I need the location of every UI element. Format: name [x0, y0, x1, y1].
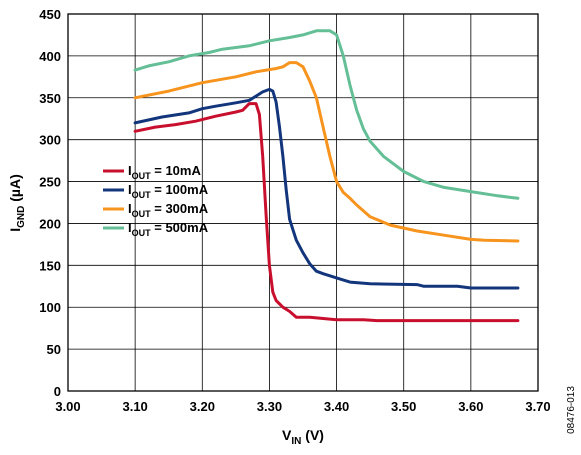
y-tick-labels: 0 50 100 150 200 250 300 350 400 450 — [39, 7, 61, 399]
y-tick-label: 200 — [39, 216, 61, 231]
y-tick-label: 300 — [39, 133, 61, 148]
figure-id: 08476-013 — [566, 386, 577, 434]
y-tick-label: 100 — [39, 300, 61, 315]
legend-label: IOUT = 10mA — [128, 163, 201, 181]
x-tick-label: 3.40 — [324, 399, 349, 414]
y-tick-label: 350 — [39, 91, 61, 106]
series-line — [133, 102, 520, 323]
x-tick-label: 3.00 — [55, 399, 80, 414]
y-tick-label: 150 — [39, 258, 61, 273]
series-line — [133, 29, 520, 200]
y-tick-label: 0 — [54, 384, 61, 399]
x-tick-label: 3.60 — [458, 399, 483, 414]
y-tick-label: 50 — [47, 342, 61, 357]
x-tick-label: 3.20 — [190, 399, 215, 414]
grid — [68, 14, 538, 391]
y-tick-label: 450 — [39, 7, 61, 22]
legend-label: IOUT = 500mA — [128, 220, 209, 238]
x-axis-label: VIN (V) — [282, 427, 324, 447]
legend-label: IOUT = 300mA — [128, 201, 209, 219]
series-line — [133, 61, 520, 243]
y-tick-label: 250 — [39, 175, 61, 190]
x-tick-label: 3.10 — [122, 399, 147, 414]
series-line — [133, 87, 520, 290]
x-tick-label: 3.70 — [525, 399, 550, 414]
x-tick-label: 3.30 — [257, 399, 282, 414]
plot-frame — [67, 13, 539, 392]
x-tick-label: 3.50 — [391, 399, 416, 414]
series-lines — [133, 29, 520, 323]
legend-label: IOUT = 100mA — [128, 182, 209, 200]
y-tick-label: 400 — [39, 49, 61, 64]
y-axis-label: IGND (µA) — [7, 174, 27, 232]
x-tick-labels: 3.00 3.10 3.20 3.30 3.40 3.50 3.60 3.70 — [55, 399, 550, 414]
